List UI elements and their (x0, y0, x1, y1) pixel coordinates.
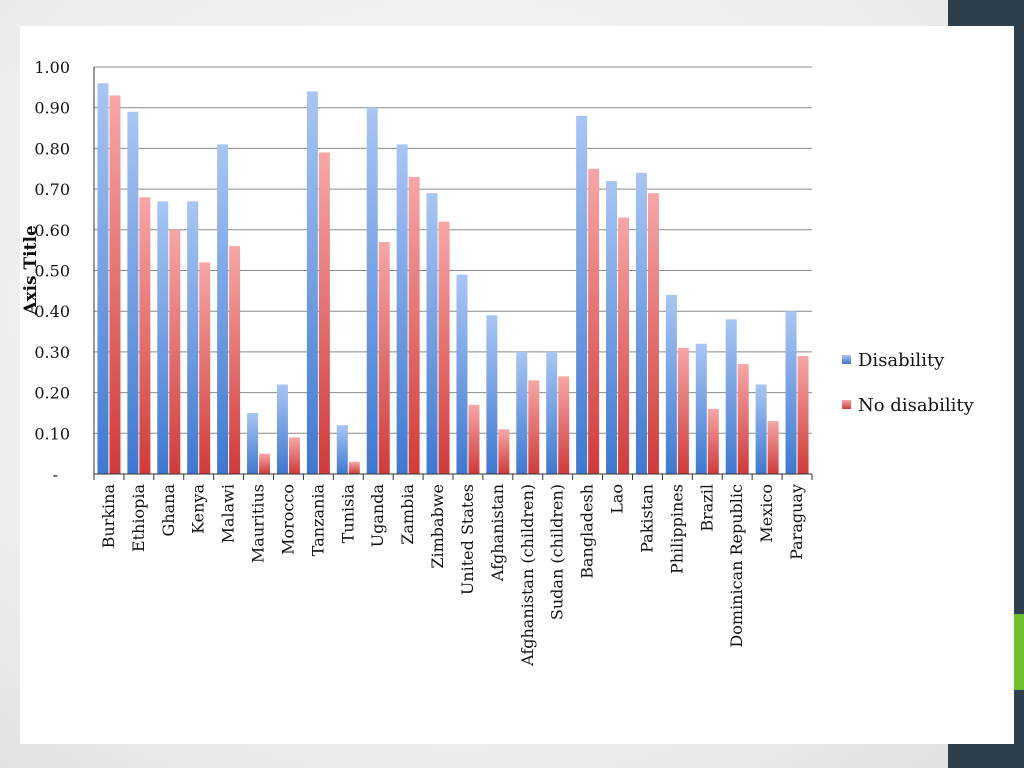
x-tick-label: Afghanistan (488, 484, 507, 582)
gridlines (94, 66, 812, 434)
x-tick-label: Kenya (189, 484, 208, 534)
x-tick-label: Morocco (278, 484, 297, 555)
bar-disability (396, 144, 408, 474)
x-tick-label: Philippines (667, 484, 686, 574)
x-tick-label: Sudan (children) (548, 484, 567, 620)
bar-no-disability (797, 355, 809, 474)
x-tick-label: Afghanistan (children) (518, 484, 537, 667)
bar-disability (366, 107, 378, 474)
x-tick-label: Brazil (697, 484, 716, 532)
y-tick-label: 0.30 (34, 343, 70, 362)
y-tick-label: 0.10 (34, 424, 70, 443)
x-tick-label: Burkina (99, 484, 118, 549)
x-tick-label: Tunisia (338, 484, 357, 544)
bar-no-disability (378, 242, 390, 474)
bar-disability (725, 319, 737, 474)
x-tick-label: Mauritius (249, 484, 268, 563)
bar-chart: - 0.10 0.20 0.30 0.40 0.50 0.60 0.70 0.80 0.90 1.0… (21, 58, 975, 667)
bar-disability (426, 193, 438, 475)
legend-label: Disability (858, 350, 945, 371)
x-tick-label: United States (458, 484, 477, 595)
bar-disability (336, 425, 348, 474)
legend: Disability No disability (842, 350, 975, 416)
bar-no-disability (318, 152, 330, 474)
y-tick-labels: - 0.10 0.20 0.30 0.40 0.50 0.60 0.70 0.80 0.90 1.0… (34, 58, 70, 484)
bar-disability (276, 384, 288, 474)
bar-no-disability (737, 364, 749, 474)
legend-label: No disability (858, 395, 975, 416)
bar-no-disability (647, 193, 659, 475)
y-tick-label: 0.60 (34, 221, 70, 240)
bar-no-disability (677, 347, 689, 474)
bar-disability (695, 343, 707, 474)
bar-no-disability (199, 262, 211, 474)
y-tick-label: 0.90 (34, 99, 70, 118)
x-tick-labels: Burkina Ethiopia Ghana Kenya Malawi Mauritius… (99, 484, 806, 667)
axes (93, 67, 813, 480)
y-tick-label: 1.00 (34, 58, 70, 77)
y-tick-label: 0.80 (34, 139, 70, 158)
y-tick-label: 0.70 (34, 180, 70, 199)
bar-no-disability (139, 197, 151, 475)
bar-disability (217, 144, 229, 474)
y-axis-title: Axis Title (21, 225, 41, 316)
legend-swatch (842, 355, 851, 364)
bar-no-disability (618, 217, 630, 474)
y-tick-label: 0.20 (34, 384, 70, 403)
x-tick-label: Zimbabwe (428, 484, 447, 569)
bar-disability (516, 351, 528, 474)
bar-disability (576, 115, 588, 474)
bar-no-disability (528, 380, 540, 474)
bar-disability (635, 172, 647, 474)
bar-disability (755, 384, 767, 474)
chart-panel: - 0.10 0.20 0.30 0.40 0.50 0.60 0.70 0.80 0.90 1.0… (20, 26, 1014, 744)
bar-disability (546, 351, 558, 474)
bar-no-disability (498, 429, 510, 474)
bar-disability (187, 201, 199, 474)
x-tick-label: Bangladesh (578, 484, 597, 579)
bar-disability (157, 201, 169, 474)
slide-accent-bar (1014, 614, 1024, 690)
x-tick-label: Tanzania (308, 484, 327, 557)
y-tick-label: 0.40 (34, 302, 70, 321)
bar-disability (97, 83, 109, 474)
x-tick-label: Ghana (159, 484, 178, 537)
y-tick-label: - (53, 465, 58, 484)
x-tick-label: Dominican Republic (727, 484, 746, 648)
bar-disability (486, 315, 498, 474)
x-tick-label: Malawi (219, 484, 238, 543)
bar-no-disability (468, 404, 480, 474)
bar-no-disability (438, 221, 450, 474)
bar-disability (785, 311, 797, 474)
bar-disability (456, 274, 468, 474)
legend-swatch (842, 400, 851, 409)
bar-no-disability (229, 246, 241, 474)
bar-no-disability (588, 168, 600, 474)
bar-no-disability (558, 376, 570, 474)
y-tick-label: 0.50 (34, 262, 70, 281)
bar-no-disability (707, 408, 719, 474)
x-tick-label: Pakistan (637, 484, 656, 553)
bar-disability (247, 412, 259, 474)
bar-no-disability (767, 421, 779, 474)
x-tick-label: Ethiopia (129, 484, 148, 553)
bar-no-disability (288, 437, 300, 474)
x-tick-label: Uganda (368, 484, 387, 548)
x-tick-label: Zambia (398, 484, 417, 545)
bar-no-disability (169, 229, 181, 474)
bar-disability (665, 294, 677, 474)
x-tick-label: Lao (608, 484, 627, 514)
bar-no-disability (259, 453, 271, 474)
bar-disability (306, 91, 318, 475)
bar-no-disability (109, 95, 121, 475)
bars (97, 83, 809, 475)
bar-disability (127, 111, 139, 475)
x-tick-label: Mexico (757, 484, 776, 543)
x-tick-label: Paraguay (787, 484, 806, 560)
bar-disability (606, 180, 618, 474)
bar-no-disability (348, 461, 360, 474)
bar-no-disability (408, 176, 420, 474)
